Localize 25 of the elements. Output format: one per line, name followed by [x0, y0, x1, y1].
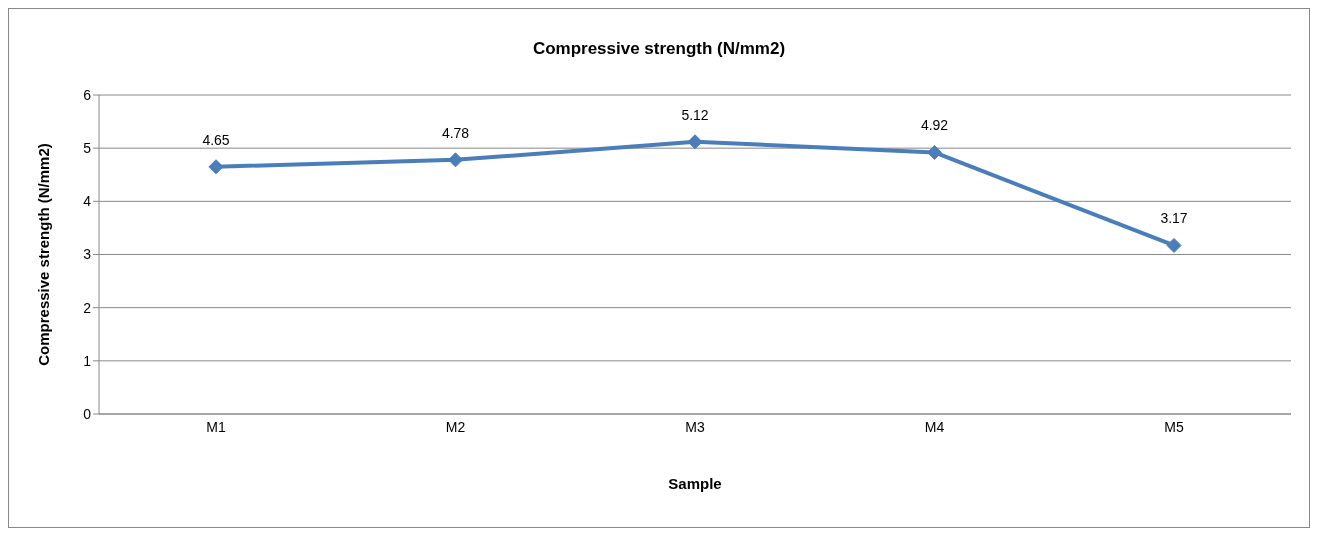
- y-tick-label: 4: [83, 193, 92, 210]
- chart-title: Compressive strength (N/mm2): [531, 39, 787, 59]
- data-label: 5.12: [681, 106, 709, 123]
- y-tick-label: 2: [83, 299, 92, 316]
- x-tick-label: M5: [1164, 418, 1184, 435]
- point: [1166, 237, 1182, 253]
- y-tick-label: 5: [83, 140, 92, 157]
- y-tick-label: 0: [83, 405, 92, 422]
- y-tick-label: 3: [83, 246, 92, 263]
- data-label: 4.92: [920, 117, 949, 134]
- y-tick-label: 6: [83, 86, 92, 103]
- point: [448, 152, 463, 168]
- data-label: 4.78: [441, 124, 470, 141]
- x-tick-label: M2: [445, 418, 466, 435]
- data-label: 3.17: [1160, 210, 1188, 227]
- point: [687, 134, 703, 150]
- x-tick-label: M4: [924, 418, 945, 435]
- point: [927, 144, 942, 160]
- data-label: 4.65: [202, 131, 230, 148]
- point: [208, 159, 224, 175]
- y-tick-label: 1: [83, 352, 92, 369]
- x-tick-label: M1: [206, 418, 226, 435]
- x-axis-title: Sample: [668, 475, 722, 492]
- y-axis-title: Compressive strength (N/mm2): [35, 143, 53, 366]
- x-tick-label: M3: [685, 418, 705, 435]
